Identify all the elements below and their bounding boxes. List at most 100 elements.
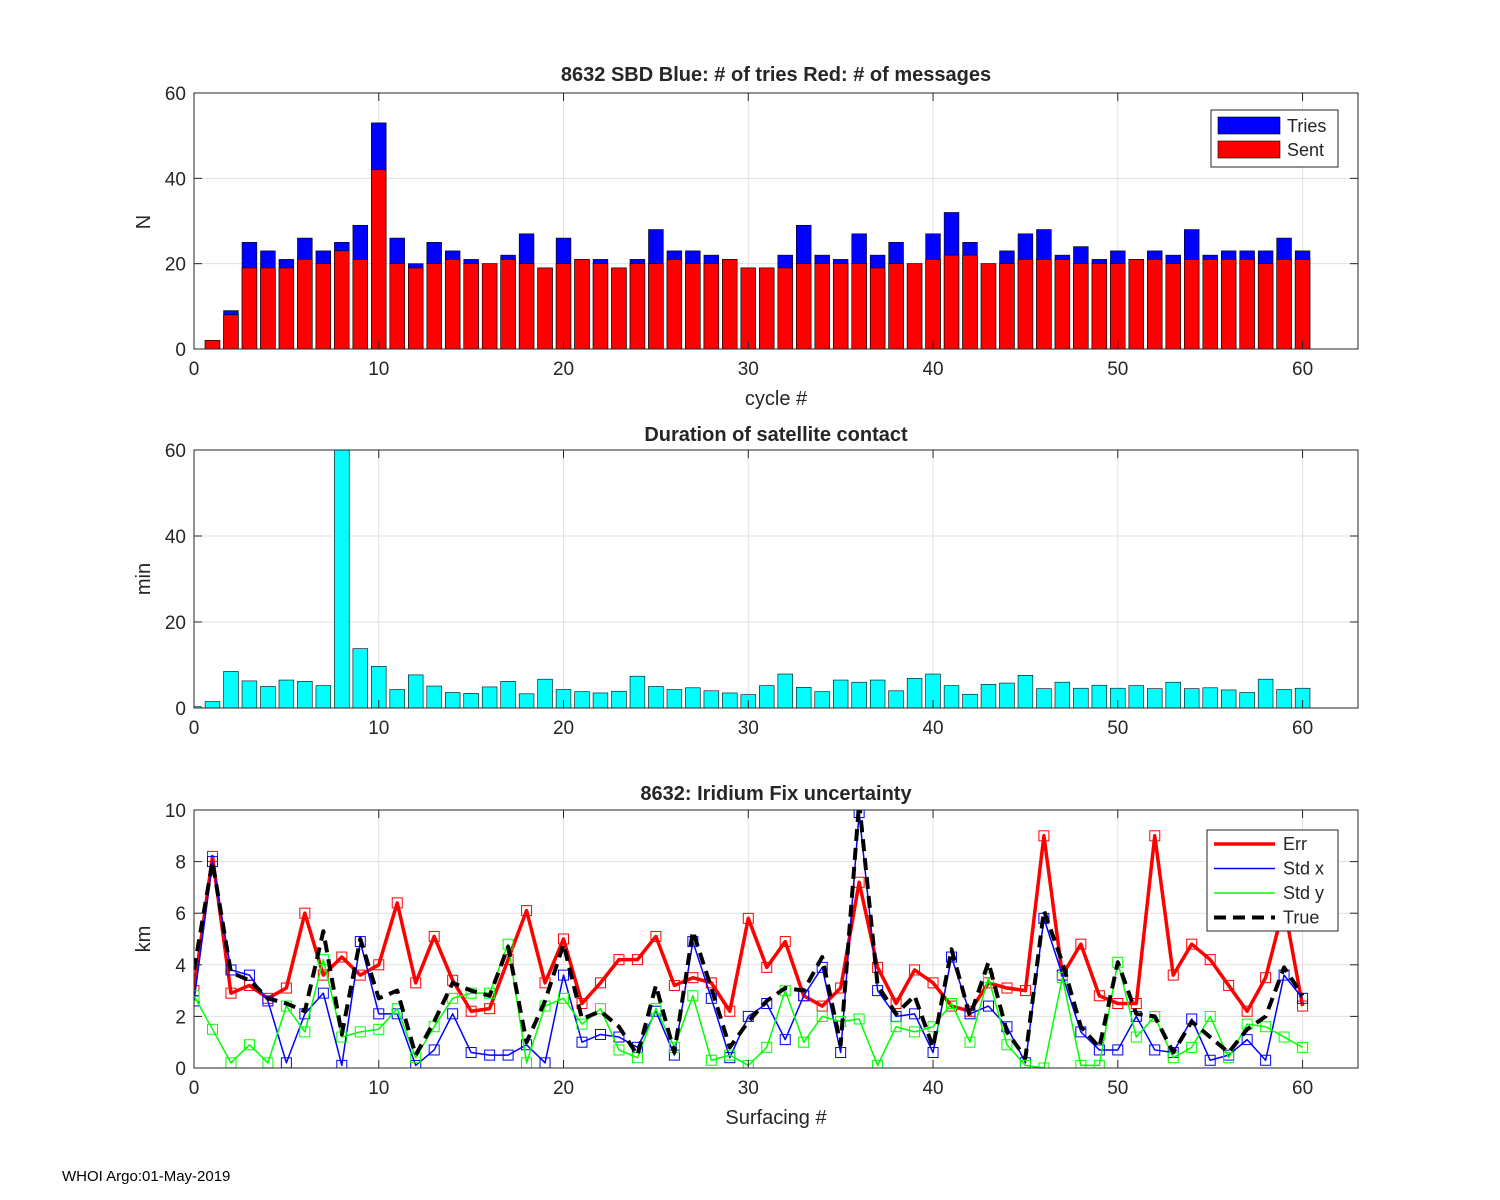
sent-bar [906,263,923,350]
duration-bar [925,673,941,708]
std-y-marker [299,1026,311,1038]
err-line [194,834,1305,1013]
std-x-marker [484,1049,496,1061]
sent-bar [1054,259,1071,350]
true-line [194,810,1305,1060]
std-x-marker [909,1008,921,1020]
sent-bar [1091,263,1108,350]
std-y-marker [816,1010,828,1022]
duration-x-tick-label: 20 [553,718,574,739]
std-x-marker [410,1059,422,1068]
std-x-line [194,811,1304,1067]
iridium-y-tick-label: 0 [175,1059,186,1080]
sent-bar [1294,259,1311,350]
sbd-legend-label: Sent [1287,140,1324,160]
sbd-legend-swatch [1217,140,1281,159]
iridium-x-tick-label: 20 [553,1078,574,1099]
duration-bar [1128,685,1144,708]
std-y-marker [890,1021,902,1033]
duration-plot-area [194,450,1358,708]
iridium-x-tick-label: 50 [1107,1078,1128,1099]
duration-x-tick-label: 60 [1292,718,1313,739]
err-marker [779,936,791,948]
duration-bar [444,692,461,708]
sent-bar [426,263,442,350]
duration-bar [685,687,701,708]
sbd-y-tick-label: 40 [165,169,186,190]
duration-axes-box [193,449,1359,709]
iridium-legend-label: Std x [1283,859,1324,879]
iridium-plot-area [194,810,1358,1068]
duration-bar [500,681,516,708]
sent-bar [1220,259,1237,350]
err-marker [428,930,440,942]
iridium-legend-box [1206,829,1339,932]
duration-x-tick-label: 50 [1107,718,1128,739]
sent-bar [592,263,609,350]
sent-bar [260,267,276,350]
sbd-x-tick-label: 50 [1107,359,1128,380]
sent-bar [315,263,332,350]
sbd-y-tick-label: 20 [165,255,186,276]
iridium-x-axis-label: Surfacing # [725,1107,827,1129]
std-x-marker [373,1008,385,1020]
std-x-marker [1241,1034,1253,1046]
sent-bar [408,267,424,350]
duration-bar [629,675,646,708]
sent-bar [888,263,904,350]
sent-bar [759,267,775,350]
duration-x-tick-label: 10 [368,718,389,739]
iridium-legend-label: Err [1283,834,1307,854]
sent-bar [1257,263,1274,350]
duration-bar [408,674,424,708]
sent-bar [1073,263,1089,350]
std-y-marker [373,1023,385,1035]
footer-label: WHOI Argo:01-May-2019 [62,1168,231,1185]
sent-bar [518,263,535,350]
duration-bar [666,689,683,708]
duration-x-tick-label: 30 [738,718,759,739]
duration-bar [1202,687,1218,708]
err-marker [668,979,680,991]
duration-y-tick-label: 0 [175,699,186,720]
duration-y-axis-label: min [133,563,155,595]
iridium-x-tick-label: 60 [1292,1078,1313,1099]
sent-bar [444,259,461,350]
std-x-marker [594,1028,606,1040]
err-marker [1167,969,1179,981]
sent-bar [1036,259,1052,350]
sent-bar [574,259,590,350]
duration-bar [611,690,627,708]
iridium-legend-label: Std y [1283,883,1324,903]
std-y-marker [194,990,200,1002]
duration-bar [1017,675,1034,708]
duration-bar [1257,678,1274,708]
sbd-x-tick-label: 20 [553,359,574,380]
sent-bar [999,263,1015,350]
sent-bar [648,263,664,350]
err-marker [484,1003,496,1015]
err-marker [687,972,699,984]
duration-chart: Duration of satellite contact min 0 10 20 3… [133,424,1359,739]
err-marker [1241,1005,1253,1017]
sent-bar [703,263,720,350]
sbd-axes-box [193,92,1359,350]
err-marker [317,969,329,981]
err-marker [761,961,773,973]
sbd-y-tick-label: 60 [165,84,186,105]
sent-bar [1128,259,1144,350]
std-x-marker [558,969,570,981]
iridium-axes-box [193,809,1359,1069]
sbd-x-tick-label: 30 [738,359,759,380]
err-marker [1075,938,1087,950]
duration-bar [1220,689,1237,708]
duration-bar [1054,681,1071,708]
err-marker [225,987,237,999]
iridium-x-tick-label: 30 [738,1078,759,1099]
std-x-marker [816,961,828,973]
duration-bar [999,682,1015,708]
duration-bar [943,685,960,708]
std-y-marker [354,1026,366,1038]
std-y-marker [1204,1010,1216,1022]
duration-bar [1184,688,1200,708]
